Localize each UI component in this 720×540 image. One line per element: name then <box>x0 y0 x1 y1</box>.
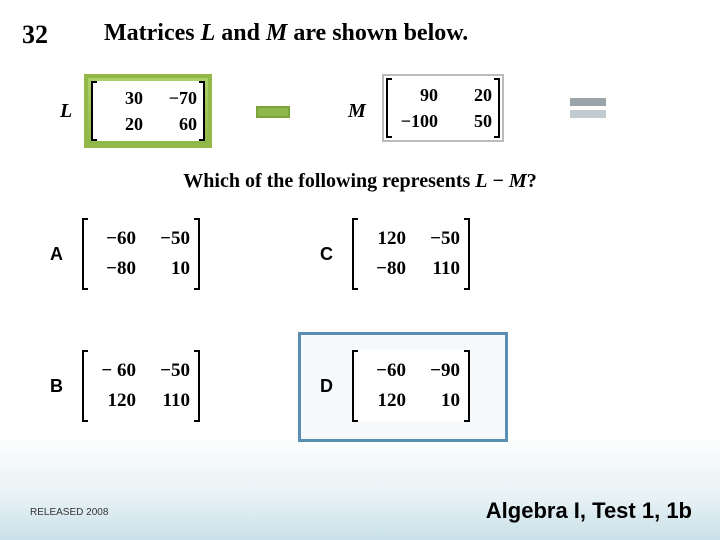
answers: A −60 −50 −80 10 C 120 −50 <box>40 210 680 470</box>
footer-left: RELEASED 2008 <box>30 507 108 518</box>
matrix-cell: 120 <box>362 224 406 254</box>
matrix-m-box: 90 20 −100 50 <box>382 74 504 142</box>
matrix-cell: −50 <box>146 224 190 254</box>
matrix-cell: −50 <box>146 356 190 386</box>
answer-a: A −60 −50 −80 10 <box>50 218 200 290</box>
matrix-cell: 30 <box>99 85 143 111</box>
answer-c: C 120 −50 −80 110 <box>320 218 470 290</box>
answer-matrix: − 60 −50 120 110 <box>82 350 200 422</box>
matrix-l-label: L <box>60 100 72 123</box>
matrix-cell: 20 <box>99 111 143 137</box>
matrix-cell: 110 <box>146 386 190 416</box>
slide: 32 Matrices L and M are shown below. L 3… <box>0 0 720 540</box>
question-number: 32 <box>22 20 48 49</box>
matrix-cell: 60 <box>153 111 197 137</box>
matrix-cell: −60 <box>92 224 136 254</box>
answer-label: A <box>50 244 70 265</box>
answer-label: B <box>50 376 70 397</box>
matrix-cell: 10 <box>146 254 190 284</box>
answer-matrix: −60 −50 −80 10 <box>82 218 200 290</box>
matrix-cell: −70 <box>153 85 197 111</box>
equals-icon <box>570 98 606 118</box>
matrix-cell: −50 <box>416 224 460 254</box>
matrix-m: 90 20 −100 50 <box>386 78 500 138</box>
matrix-cell: 20 <box>448 82 492 108</box>
matrix-cell: −80 <box>362 254 406 284</box>
title: Matrices L and M are shown below. <box>104 20 468 47</box>
answer-label: D <box>320 376 340 397</box>
matrix-cell: −100 <box>394 108 438 134</box>
matrix-l-highlight: 30 −70 20 60 <box>84 74 212 148</box>
answer-b: B − 60 −50 120 110 <box>50 350 200 422</box>
answer-d: D −60 −90 120 10 <box>320 350 470 422</box>
matrix-cell: 90 <box>394 82 438 108</box>
matrix-m-label: M <box>348 100 366 123</box>
matrix-cell: 110 <box>416 254 460 284</box>
matrices-row: L 30 −70 20 60 M <box>60 76 660 156</box>
minus-icon <box>256 106 290 118</box>
footer-right: Algebra I, Test 1, 1b <box>486 498 692 524</box>
matrix-cell: −60 <box>362 356 406 386</box>
matrix-cell: −80 <box>92 254 136 284</box>
matrix-cell: 50 <box>448 108 492 134</box>
answer-matrix: −60 −90 120 10 <box>352 350 470 422</box>
answer-matrix: 120 −50 −80 110 <box>352 218 470 290</box>
header: 32 Matrices L and M are shown below. <box>22 20 698 50</box>
matrix-cell: 120 <box>362 386 406 416</box>
matrix-cell: 120 <box>92 386 136 416</box>
matrix-cell: 10 <box>416 386 460 416</box>
matrix-l: 30 −70 20 60 <box>91 81 205 141</box>
answer-label: C <box>320 244 340 265</box>
question-text: Which of the following represents L − M? <box>0 170 720 193</box>
matrix-cell: −90 <box>416 356 460 386</box>
matrix-cell: − 60 <box>92 356 136 386</box>
